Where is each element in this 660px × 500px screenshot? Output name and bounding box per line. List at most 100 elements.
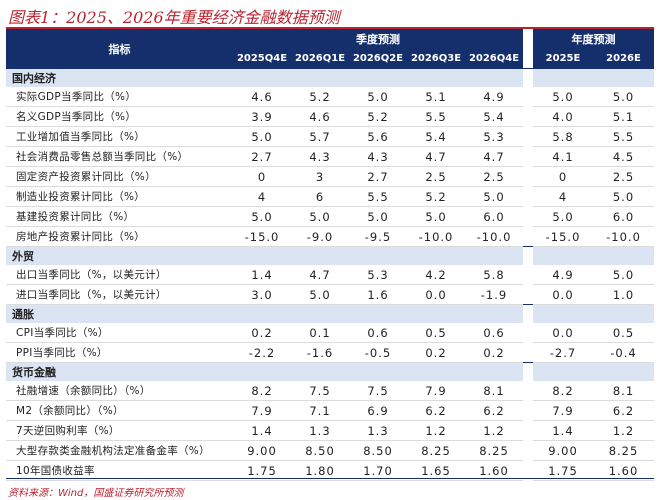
column-gap xyxy=(523,440,534,461)
section-fill xyxy=(533,68,655,87)
quarter-value: 4.7 xyxy=(465,146,524,167)
quarter-value: 5.6 xyxy=(349,126,407,147)
quarter-value: 3.9 xyxy=(233,106,291,127)
year-value: 4.1 xyxy=(533,146,594,167)
column-gap xyxy=(523,106,534,127)
table-row: 房地产投资累计同比（%） -15.0 -9.0 -9.5 -10.0 -10.0 -15.0… xyxy=(6,226,655,247)
quarter-value: 0.6 xyxy=(349,323,407,343)
quarter-value: 7.9 xyxy=(233,400,291,421)
source-note: 资料来源：Wind，国盛证券研究所预测 xyxy=(8,488,184,499)
quarter-value: 5.8 xyxy=(465,265,524,285)
quarter-value: 4 xyxy=(233,186,291,207)
quarter-value: 5.2 xyxy=(349,106,407,127)
quarter-header: 2026Q4E xyxy=(465,49,524,69)
row-label: 7天逆回购利率（%） xyxy=(6,420,233,441)
quarter-value: 1.4 xyxy=(233,420,291,441)
row-label: 社融增速（余额同比）（%） xyxy=(6,381,233,401)
quarter-value: 1.3 xyxy=(291,420,349,441)
year-value: 9.00 xyxy=(533,440,594,461)
quarter-value: 8.25 xyxy=(465,440,524,461)
year-value: 1.60 xyxy=(593,460,655,481)
quarter-value: 8.2 xyxy=(233,381,291,401)
quarter-value: 1.3 xyxy=(349,420,407,441)
column-gap xyxy=(523,126,534,147)
quarter-value: 2.7 xyxy=(233,146,291,167)
year-value: 2.5 xyxy=(593,166,655,187)
quarter-value: 5.0 xyxy=(233,126,291,147)
quarter-value: 0.1 xyxy=(291,323,349,343)
column-gap xyxy=(523,68,534,87)
quarter-value: 5.4 xyxy=(407,126,465,147)
quarter-value: 5.5 xyxy=(407,106,465,127)
table-row: 工业增加值当季同比（%） 5.0 5.7 5.6 5.4 5.3 5.8 5.5 xyxy=(6,126,655,147)
quarter-header: 2025Q4E xyxy=(233,49,291,69)
indicator-header: 指标 xyxy=(6,29,233,69)
table-row: CPI当季同比（%） 0.2 0.1 0.6 0.5 0.6 0.0 0.5 xyxy=(6,323,655,343)
column-gap xyxy=(523,206,534,227)
column-gap xyxy=(523,323,534,343)
quarter-header: 2026Q1E xyxy=(291,49,349,69)
quarter-value: 5.0 xyxy=(465,186,524,207)
quarter-value: -10.0 xyxy=(465,226,524,247)
quarter-value: 5.0 xyxy=(407,206,465,227)
row-label: 进口当季同比（%，以美元计） xyxy=(6,284,233,305)
quarter-value: -9.5 xyxy=(349,226,407,247)
year-value: 1.2 xyxy=(593,420,655,441)
quarter-value: 5.3 xyxy=(349,265,407,285)
year-value: 5.0 xyxy=(593,87,655,107)
quarter-value: 0.6 xyxy=(465,323,524,343)
row-label: 基建投资累计同比（%） xyxy=(6,206,233,227)
quarter-value: 8.1 xyxy=(465,381,524,401)
quarter-value: -0.5 xyxy=(349,342,407,363)
section-title: 通胀 xyxy=(6,304,524,323)
quarter-value: 3 xyxy=(291,166,349,187)
header-row-2: 2025Q4E 2026Q1E 2026Q2E 2026Q3E 2026Q4E … xyxy=(6,49,655,69)
column-gap xyxy=(523,87,534,107)
quarter-value: 0.5 xyxy=(407,323,465,343)
quarter-value: 2.5 xyxy=(465,166,524,187)
quarter-header: 2026Q3E xyxy=(407,49,465,69)
column-gap xyxy=(523,420,534,441)
quarter-value: 8.25 xyxy=(407,440,465,461)
quarter-value: 1.2 xyxy=(407,420,465,441)
quarter-value: 1.60 xyxy=(465,460,524,481)
table-row: 制造业投资累计同比（%） 4 6 5.5 5.2 5.0 4 5.0 xyxy=(6,186,655,207)
quarter-value: 0 xyxy=(233,166,291,187)
table-row: 名义GDP当季同比（%） 3.9 4.6 5.2 5.5 5.4 4.0 5.1 xyxy=(6,106,655,127)
column-gap xyxy=(523,246,534,265)
year-value: 4.5 xyxy=(593,146,655,167)
title-rule xyxy=(6,27,654,29)
quarter-value: 1.65 xyxy=(407,460,465,481)
quarter-value: 0.2 xyxy=(407,342,465,363)
header-row-1: 指标 季度预测 年度预测 xyxy=(6,29,655,69)
quarter-value: 5.1 xyxy=(407,87,465,107)
quarter-value: 6 xyxy=(291,186,349,207)
column-gap xyxy=(523,284,534,305)
column-gap xyxy=(523,29,534,69)
quarter-value: -15.0 xyxy=(233,226,291,247)
table-row: M2（余额同比）（%） 7.9 7.1 6.9 6.2 6.2 7.9 6.2 xyxy=(6,400,655,421)
row-label: 固定资产投资累计同比（%） xyxy=(6,166,233,187)
year-value: 8.2 xyxy=(533,381,594,401)
year-value: 5.0 xyxy=(593,186,655,207)
quarter-value: 6.0 xyxy=(465,206,524,227)
section-row: 国内经济 xyxy=(6,68,655,87)
year-header: 2026E xyxy=(593,49,655,69)
quarter-value: 6.9 xyxy=(349,400,407,421)
year-value: 5.0 xyxy=(533,87,594,107)
table-row: 基建投资累计同比（%） 5.0 5.0 5.0 5.0 6.0 5.0 6.0 xyxy=(6,206,655,227)
section-title: 外贸 xyxy=(6,246,524,265)
quarter-value: 4.2 xyxy=(407,265,465,285)
quarter-value: 5.2 xyxy=(407,186,465,207)
year-value: 8.1 xyxy=(593,381,655,401)
quarter-value: 2.7 xyxy=(349,166,407,187)
quarter-value: 5.7 xyxy=(291,126,349,147)
column-gap xyxy=(523,304,534,323)
quarter-value: 5.0 xyxy=(291,206,349,227)
quarter-value: 6.2 xyxy=(465,400,524,421)
year-value: 0 xyxy=(533,166,594,187)
year-value: 1.75 xyxy=(533,460,594,481)
year-value: 1.4 xyxy=(533,420,594,441)
row-label: 房地产投资累计同比（%） xyxy=(6,226,233,247)
section-fill xyxy=(533,246,655,265)
